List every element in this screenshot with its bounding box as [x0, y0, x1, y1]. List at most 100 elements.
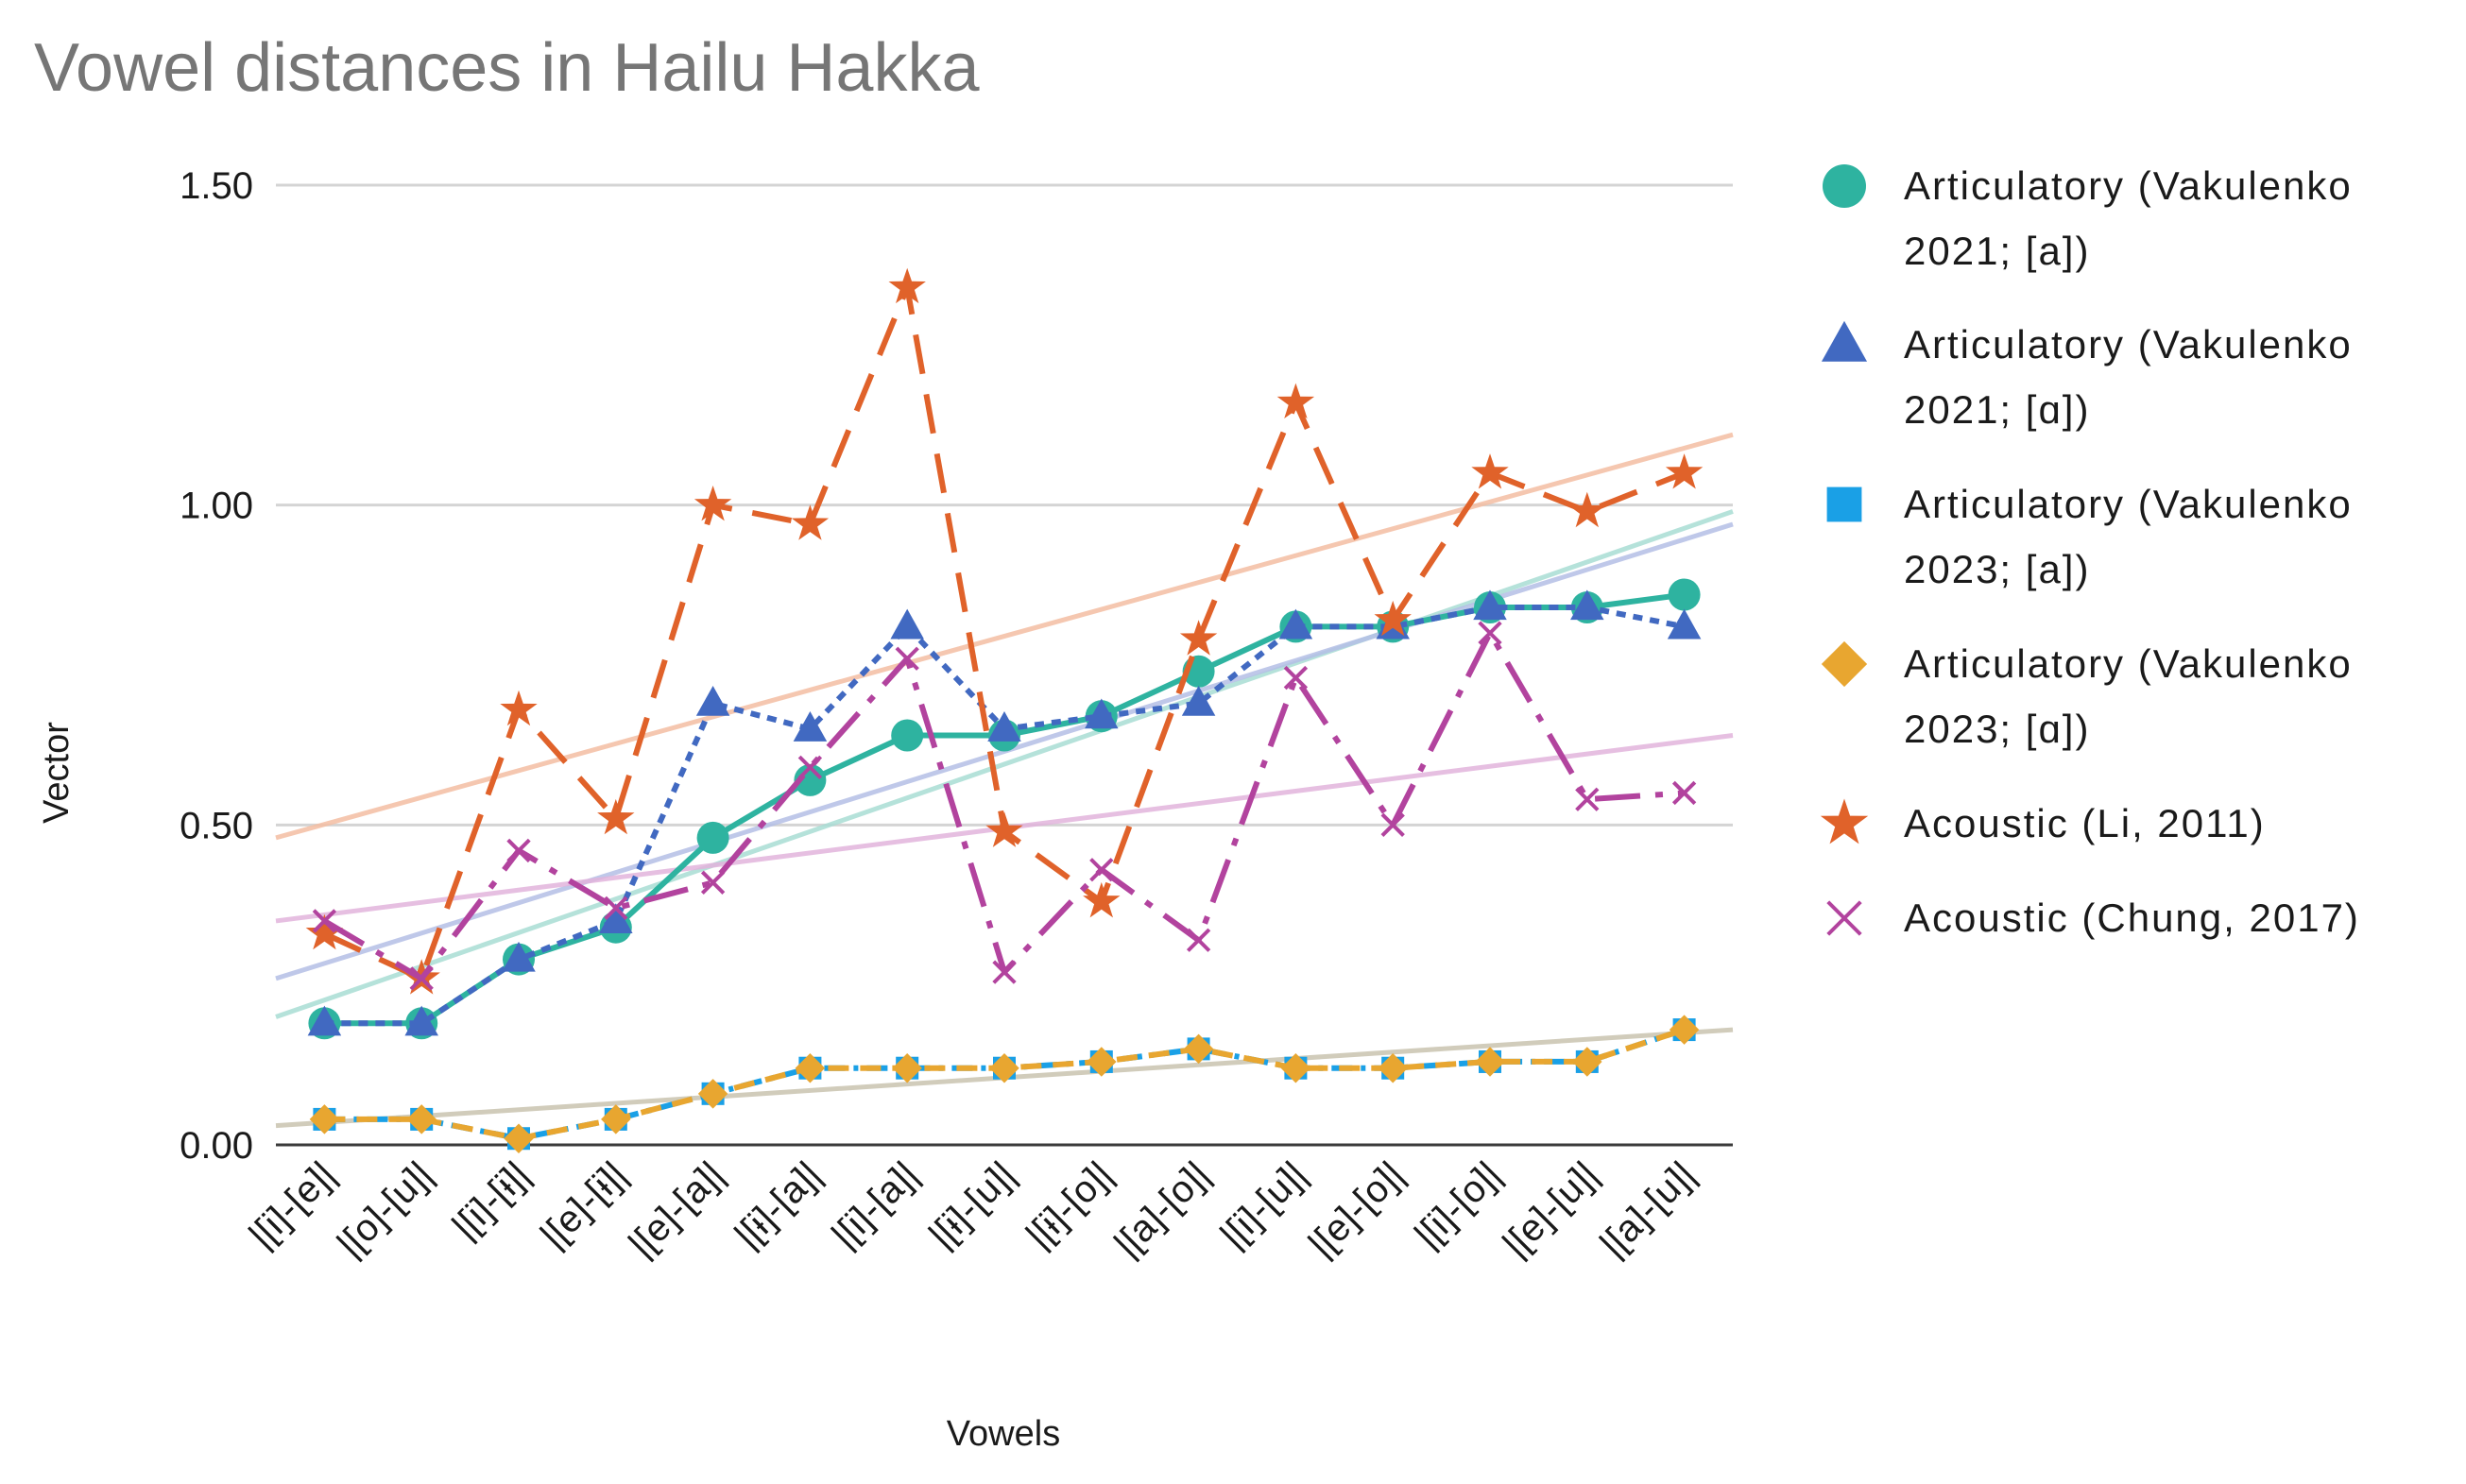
- legend-label: 2021; [a]): [1904, 229, 2090, 273]
- y-tick-label: 0.00: [180, 1125, 253, 1167]
- series: [309, 1015, 1700, 1153]
- data-point: [1823, 164, 1866, 208]
- x-tick-label: |[i]-[u]|: [1212, 1153, 1315, 1256]
- trendline: [275, 432, 1734, 841]
- data-point: [1283, 665, 1309, 691]
- series: [312, 621, 1697, 991]
- data-point: [1471, 453, 1509, 489]
- x-tick-label: |[e]-[a]|: [621, 1153, 732, 1265]
- legend-label: Acoustic (Li, 2011): [1904, 801, 2266, 845]
- x-tick-label: |[e]-[u]|: [1495, 1153, 1606, 1265]
- data-point: [1568, 491, 1606, 528]
- data-point: [1473, 589, 1507, 621]
- data-point: [1820, 798, 1869, 844]
- x-axis-title: Vowels: [947, 1414, 1060, 1454]
- x-tick-labels: |[i]-[e]||[o]-[u]| |[i]-[ɨ]||[e]-[ɨ]||[e]…: [241, 1153, 1704, 1265]
- y-tick-label: 1.00: [180, 486, 253, 527]
- data-point: [599, 903, 633, 934]
- data-point: [1183, 1033, 1214, 1065]
- data-point: [409, 966, 434, 991]
- y-tick-label: 1.50: [180, 165, 253, 207]
- series-line: [322, 630, 1685, 981]
- data-point: [987, 711, 1021, 742]
- data-point: [1821, 320, 1868, 362]
- data-point: [1826, 486, 1862, 522]
- data-point: [700, 870, 726, 895]
- legend-label: 2023; [ɑ]): [1904, 707, 2090, 751]
- data-point: [1826, 900, 1862, 936]
- data-point: [1378, 1052, 1408, 1083]
- x-tick-label: |[i]-[o]|: [1407, 1153, 1510, 1256]
- x-tick-label: |[ɨ]-[o]|: [1018, 1153, 1121, 1256]
- data-point: [791, 504, 830, 540]
- data-point: [1186, 928, 1211, 952]
- legend-label: Articulatory (Vakulenko: [1904, 322, 2353, 367]
- data-point: [1665, 453, 1704, 489]
- data-point: [312, 909, 337, 933]
- data-point: [1089, 858, 1114, 882]
- data-point: [1478, 621, 1502, 645]
- data-point: [504, 1123, 534, 1153]
- legend-label: Articulatory (Vakulenko: [1904, 641, 2353, 686]
- y-axis-title: Vector: [37, 722, 77, 824]
- data-point: [1276, 383, 1315, 418]
- data-point: [1667, 608, 1702, 640]
- legend-label: 2021; [ɑ]): [1904, 387, 2090, 432]
- data-point: [500, 690, 538, 726]
- data-point: [506, 838, 531, 863]
- data-point: [1570, 589, 1604, 621]
- data-point: [985, 811, 1023, 847]
- data-point: [1475, 1047, 1505, 1077]
- data-point: [695, 685, 730, 716]
- data-point: [404, 1005, 438, 1036]
- x-tick-label: |[ɨ]-[u]|: [921, 1153, 1024, 1256]
- data-point: [895, 646, 919, 671]
- data-point: [989, 1052, 1019, 1083]
- data-point: [406, 1104, 437, 1134]
- data-point: [1179, 620, 1218, 656]
- data-point: [1572, 1047, 1602, 1077]
- x-tick-label: |[ɨ]-[a]|: [727, 1153, 830, 1256]
- data-point: [890, 608, 924, 640]
- y-tick-labels: 0.00 0.50 1.00 1.50: [180, 165, 253, 1167]
- data-point: [1085, 698, 1119, 729]
- legend: Articulatory (Vakulenko 2021; [a]) Articul…: [1820, 163, 2360, 940]
- data-point: [309, 1104, 340, 1134]
- series-line: [323, 284, 1686, 981]
- x-tick-label: |[i]-[a]|: [824, 1153, 927, 1256]
- x-tick-label: |[o]-[u]|: [329, 1153, 440, 1265]
- data-point: [1668, 578, 1701, 611]
- legend-label: 2023; [a]): [1904, 547, 2090, 591]
- x-tick-label: |[i]-[e]|: [241, 1153, 344, 1256]
- data-point: [1083, 881, 1121, 918]
- data-point: [697, 1079, 728, 1109]
- data-point: [797, 755, 823, 780]
- data-point: [1669, 1015, 1700, 1045]
- data-point: [307, 1005, 342, 1036]
- data-point: [891, 719, 924, 752]
- data-point: [1821, 640, 1868, 688]
- data-point: [502, 941, 536, 972]
- data-point: [305, 913, 344, 950]
- x-tick-label: |[e]-[ɨ]|: [532, 1153, 635, 1256]
- data-point: [793, 711, 828, 742]
- data-point: [888, 267, 926, 304]
- data-point: [601, 1104, 631, 1134]
- legend-label: Acoustic (Chung, 2017): [1904, 896, 2360, 940]
- y-tick-label: 0.50: [180, 805, 253, 846]
- data-point: [992, 960, 1017, 984]
- data-point: [1280, 1052, 1311, 1083]
- data-point: [1278, 608, 1313, 640]
- x-tick-label: |[a]-[o]|: [1106, 1153, 1218, 1265]
- x-tick-label: |[i]-[ɨ]|: [444, 1153, 538, 1247]
- data-point: [1181, 685, 1216, 716]
- data-point: [1374, 600, 1412, 637]
- data-point: [795, 1052, 826, 1083]
- legend-label: Articulatory (Vakulenko: [1904, 163, 2353, 208]
- data-point: [604, 896, 628, 921]
- chart-title: Vowel distances in Hailu Hakka: [34, 30, 980, 106]
- data-point: [1671, 780, 1697, 806]
- data-point: [597, 798, 635, 835]
- data-point: [696, 821, 729, 854]
